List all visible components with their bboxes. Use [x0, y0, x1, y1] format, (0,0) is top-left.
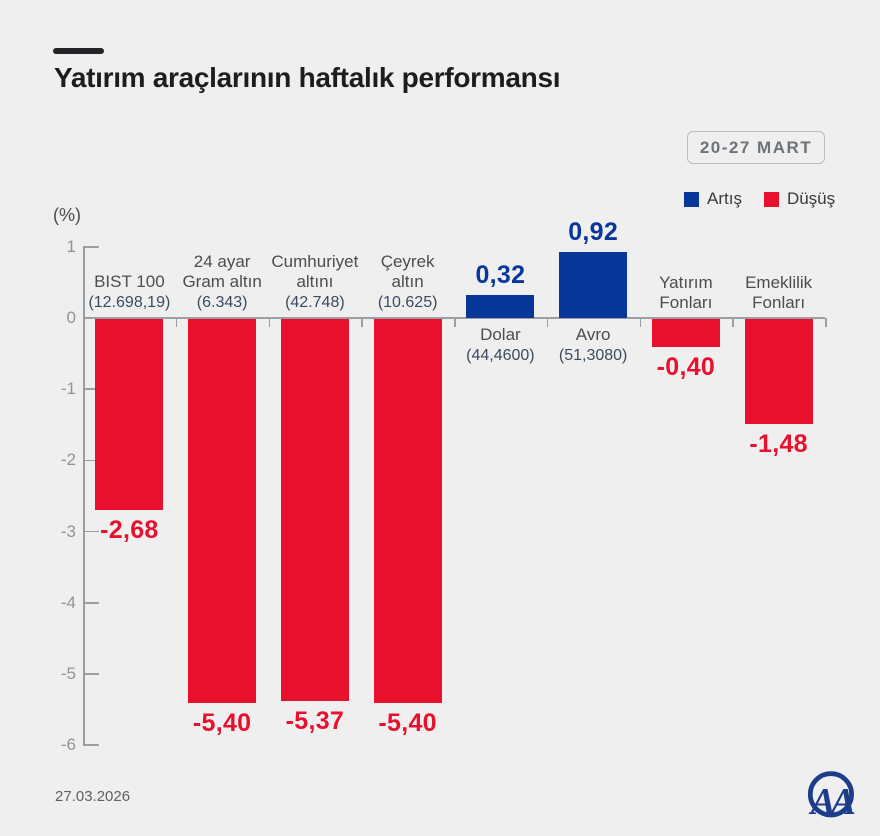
category-label: Emeklilik Fonları	[714, 273, 844, 313]
category-name: Cumhuriyet	[271, 252, 359, 271]
date-range-badge: 20-27 MART	[687, 131, 825, 164]
y-axis-tick	[83, 744, 99, 746]
zero-line	[83, 317, 825, 319]
bar-value-label: -2,68	[100, 515, 159, 544]
svg-text:AA: AA	[809, 782, 855, 823]
category-separator-tick	[546, 318, 549, 327]
y-axis-unit-label: (%)	[53, 205, 81, 225]
category-name: 24 ayar	[193, 252, 251, 271]
category-name: Dolar	[480, 325, 521, 344]
category-name: Fonları	[659, 293, 713, 312]
bar-value-label: 0,32	[475, 261, 526, 290]
bar-value-label: 0,92	[568, 218, 619, 247]
bar-1	[95, 319, 164, 510]
decrease-swatch-icon	[763, 191, 779, 207]
bar-value-label: -5,40	[378, 709, 437, 738]
category-separator-tick	[454, 318, 456, 327]
page-title: Yatırım araçlarının haftalık performansı	[54, 62, 561, 93]
category-separator-tick	[639, 318, 641, 327]
legend-item-increase: Artış	[684, 189, 742, 209]
category-separator-tick	[732, 318, 734, 327]
y-axis-tick	[83, 246, 99, 248]
category-name: Fonları	[752, 293, 806, 312]
legend-label-decrease: Düşüş	[786, 189, 836, 208]
anadolu-agency-logo-icon: AA	[807, 771, 860, 823]
y-axis-tick-label: -6	[60, 735, 76, 755]
y-axis-tick-label: -2	[60, 450, 76, 470]
bar-value-label: -0,40	[656, 353, 716, 382]
category-separator-tick	[175, 318, 178, 327]
chart-legend: Artış Düşüş	[684, 189, 835, 209]
legend-item-decrease: Düşüş	[763, 189, 836, 209]
bar-3	[280, 319, 349, 702]
y-axis-tick	[83, 388, 99, 390]
bar-2	[188, 319, 257, 704]
category-label: 24 ayar Gram altın (6.343)	[157, 252, 287, 313]
bar-7	[651, 319, 720, 348]
category-name: Emeklilik	[745, 273, 813, 292]
bar-5	[466, 295, 535, 318]
y-axis-tick-label: -4	[60, 592, 76, 612]
title-accent-dash	[53, 48, 104, 54]
category-separator-tick	[825, 318, 827, 327]
category-current-value: (6.343)	[196, 294, 248, 311]
y-axis-tick	[83, 459, 99, 462]
y-axis-tick	[83, 602, 99, 604]
category-name: altını	[296, 272, 334, 291]
y-axis-tick	[83, 530, 99, 533]
y-axis-tick-label: 0	[66, 308, 76, 327]
category-label: Cumhuriyet altını (42.748)	[250, 252, 380, 313]
bar-4	[373, 319, 442, 704]
y-axis-tick-label: -1	[60, 379, 76, 399]
increase-swatch-icon	[684, 191, 699, 207]
category-name: Yatırım	[659, 273, 713, 292]
y-axis-tick-label: 1	[66, 236, 76, 256]
y-axis-tick	[83, 673, 99, 675]
category-current-value: (42.748)	[285, 294, 345, 311]
bar-value-label: -1,48	[749, 430, 808, 459]
bar-value-label: -5,37	[285, 707, 345, 736]
bar-value-label: -5,40	[192, 709, 252, 738]
y-axis-tick-label: -5	[60, 664, 76, 683]
publication-date: 27.03.2026	[55, 788, 131, 805]
category-name: Avro	[575, 325, 611, 344]
category-label: Dolar (44,4600)	[435, 325, 565, 366]
category-separator-tick	[268, 318, 270, 327]
category-current-value: (10.625)	[377, 294, 438, 311]
y-axis-tick-label: -3	[60, 521, 76, 541]
category-current-value: (44,4600)	[466, 347, 535, 364]
legend-label-increase: Artış	[707, 189, 742, 208]
category-name: Gram altın	[182, 272, 262, 291]
y-axis-line	[83, 246, 85, 745]
category-separator-tick	[361, 318, 363, 327]
bar-6	[559, 252, 628, 318]
bar-8	[744, 319, 813, 425]
category-label: Yatırım Fonları	[621, 273, 751, 313]
